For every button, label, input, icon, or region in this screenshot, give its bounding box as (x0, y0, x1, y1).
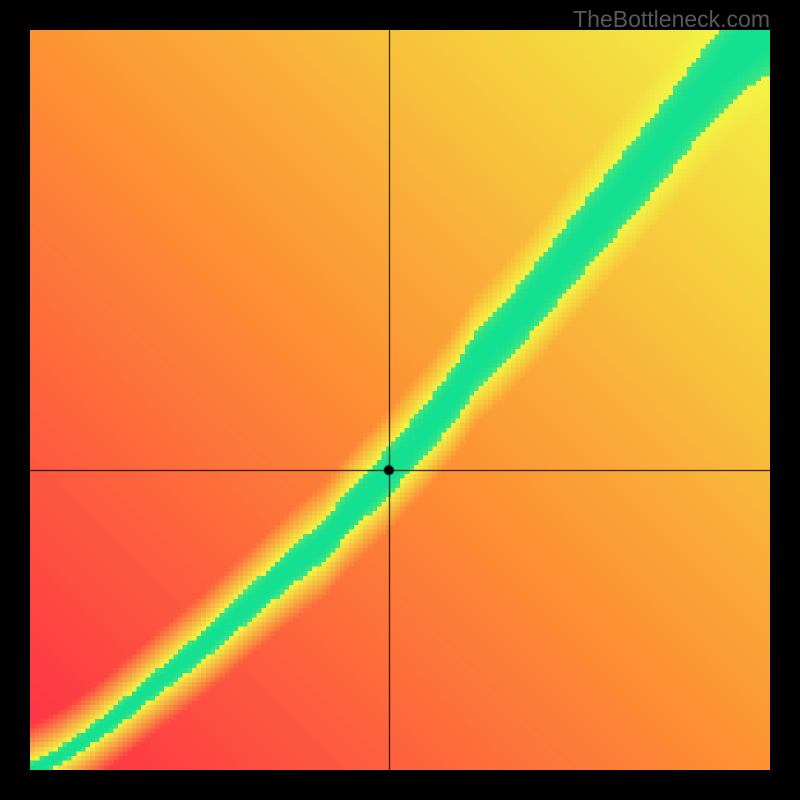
bottleneck-heatmap (30, 30, 770, 770)
watermark-text: TheBottleneck.com (573, 6, 770, 33)
